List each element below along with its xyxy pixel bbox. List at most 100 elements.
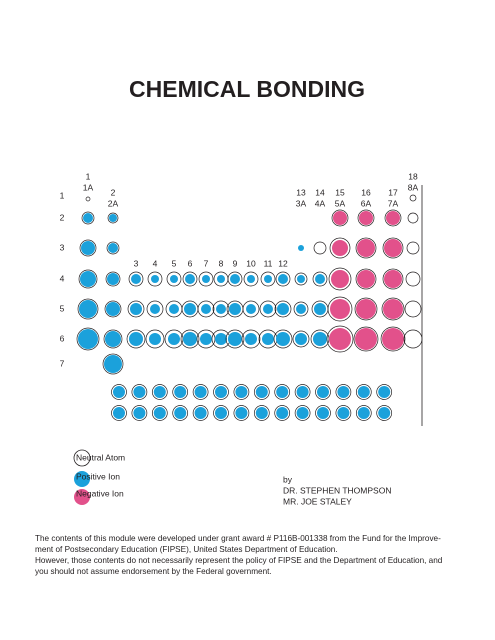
atom-outline xyxy=(147,271,163,287)
positive-ion xyxy=(83,213,93,223)
credit-author: DR. STEPHEN THOMPSON xyxy=(283,485,391,495)
credit-author: MR. JOE STALEY xyxy=(283,496,352,506)
atom-outline xyxy=(192,384,209,400)
positive-ion xyxy=(278,274,288,284)
atom-outline xyxy=(274,384,291,400)
positive-ion xyxy=(170,275,178,283)
positive-ion xyxy=(262,333,274,345)
negative-ion xyxy=(359,211,373,225)
atom-outline xyxy=(357,209,375,227)
negative-ion xyxy=(384,239,402,257)
atom-outline xyxy=(355,237,377,259)
group-number: 14 xyxy=(315,187,325,197)
negative-ion xyxy=(329,328,351,350)
atom-outline xyxy=(313,241,327,255)
atom-outline xyxy=(273,329,293,349)
atom-outline xyxy=(127,300,145,318)
transition-group-number: 11 xyxy=(264,258,273,268)
atom-outline xyxy=(259,300,277,318)
positive-ion xyxy=(296,304,306,314)
atom-outline xyxy=(382,268,404,290)
transition-group-number: 5 xyxy=(172,258,177,268)
positive-ion xyxy=(216,304,226,314)
positive-ion xyxy=(194,407,207,419)
atom-outline xyxy=(104,300,122,318)
positive-ion xyxy=(228,332,242,346)
atom-outline xyxy=(384,209,402,227)
positive-ion xyxy=(337,386,350,398)
positive-ion xyxy=(202,275,210,283)
positive-ion xyxy=(246,304,256,314)
positive-ion xyxy=(133,386,146,398)
period-number: 1 xyxy=(60,190,65,200)
positive-ion xyxy=(230,274,240,284)
atom-outline xyxy=(102,353,124,375)
positive-ion xyxy=(296,407,309,419)
transition-group-number: 9 xyxy=(233,258,238,268)
atom-outline xyxy=(213,405,229,421)
atom-outline xyxy=(329,237,351,259)
atom-outline xyxy=(274,405,291,421)
period-number: 6 xyxy=(60,333,65,343)
positive-ion xyxy=(357,407,370,419)
positive-ion xyxy=(153,407,166,419)
positive-ion xyxy=(108,243,118,253)
positive-ion xyxy=(109,214,117,222)
positive-ion xyxy=(78,329,98,349)
group-name: 8A xyxy=(408,182,419,192)
legend-positive xyxy=(74,471,90,487)
atom-outline xyxy=(106,241,120,255)
positive-ion xyxy=(245,333,257,345)
atom-outline xyxy=(105,271,121,287)
transition-group-number: 7 xyxy=(204,258,209,268)
transition-group-number: 4 xyxy=(153,258,158,268)
negative-ion xyxy=(357,270,375,288)
atom-outline xyxy=(78,269,98,289)
atom-outline xyxy=(294,272,308,286)
positive-ion xyxy=(276,386,289,398)
atom-outline xyxy=(404,300,422,318)
positive-ion xyxy=(185,274,195,284)
group-name: 1A xyxy=(83,182,94,192)
atom-outline xyxy=(355,405,372,421)
footer-line: The contents of this module were develop… xyxy=(35,534,441,543)
group-name: 5A xyxy=(335,198,346,208)
positive-ion xyxy=(295,333,307,345)
positive-ion xyxy=(174,386,187,398)
atom-outline xyxy=(380,326,406,352)
positive-ion xyxy=(296,386,309,398)
atom-outline xyxy=(79,239,97,257)
atom-outline xyxy=(233,405,250,421)
atom-outline xyxy=(128,271,144,287)
transition-group-number: 12 xyxy=(278,258,288,268)
atom-outline xyxy=(131,405,148,421)
positive-ion xyxy=(247,275,255,283)
atom xyxy=(85,196,91,202)
period-number: 3 xyxy=(60,242,65,252)
atom-outline xyxy=(376,405,393,421)
atom-outline xyxy=(151,384,168,400)
atom-outline xyxy=(328,267,352,291)
negative-ion xyxy=(384,270,402,288)
atom-outline xyxy=(403,329,423,349)
atom-outline xyxy=(405,271,421,287)
positive-ion xyxy=(229,303,241,315)
transition-group-number: 8 xyxy=(219,258,224,268)
atom-outline xyxy=(111,384,127,400)
atom-outline xyxy=(315,384,331,400)
positive-ion xyxy=(378,407,391,419)
positive-ion xyxy=(297,275,305,283)
period-number: 5 xyxy=(60,303,65,313)
legend: Neutral Atom Positive Ion Negative Ion byDR… xyxy=(73,449,391,506)
atom-outline xyxy=(335,384,352,400)
positive-ion xyxy=(378,386,391,398)
negative-ion xyxy=(382,328,404,350)
positive-ion xyxy=(133,407,146,419)
atom-outline xyxy=(406,241,420,255)
positive-ion xyxy=(113,386,125,398)
atom-outline xyxy=(172,384,189,400)
atom-outline xyxy=(126,329,146,349)
positive-ion xyxy=(255,407,268,419)
negative-ion xyxy=(386,211,400,225)
